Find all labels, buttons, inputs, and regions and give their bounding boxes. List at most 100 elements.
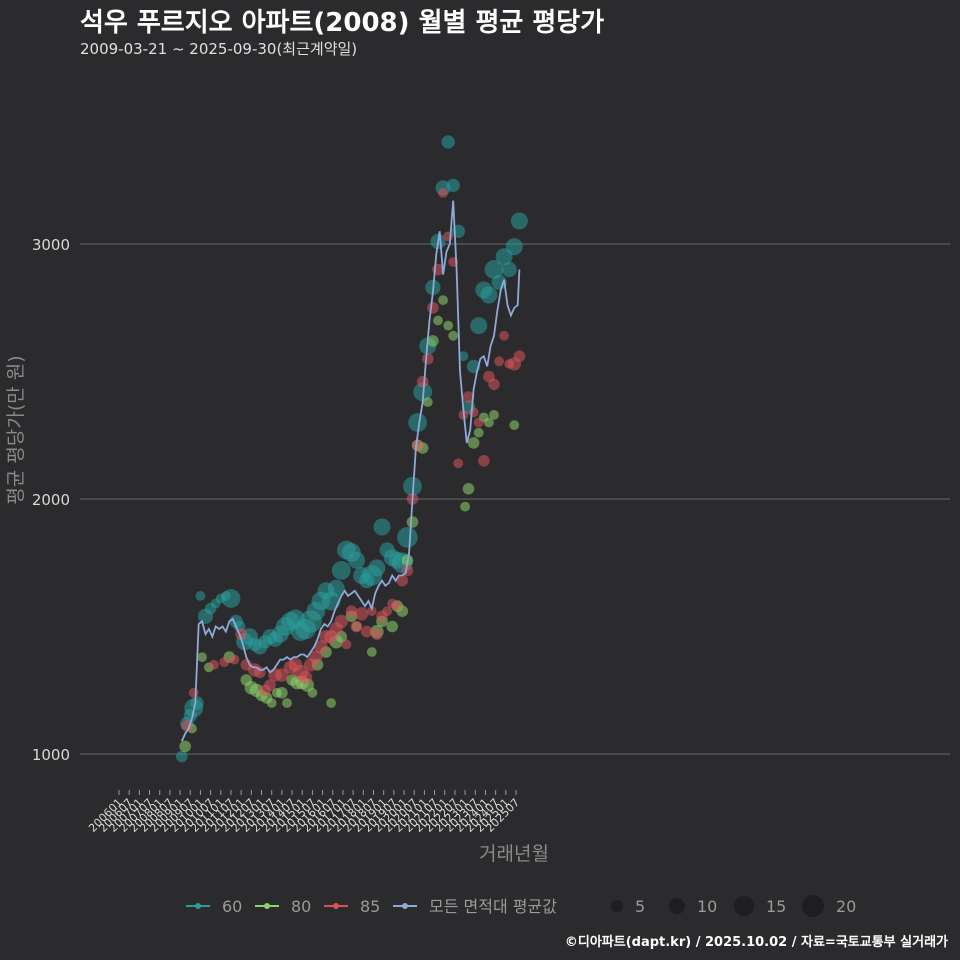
data-point-85 <box>392 601 403 611</box>
data-point-85 <box>275 668 289 682</box>
data-point-85 <box>494 356 504 367</box>
data-point-85 <box>219 657 230 668</box>
data-point-85 <box>411 439 424 452</box>
grid-lines <box>80 243 950 755</box>
data-point-85 <box>513 350 526 363</box>
data-point-85 <box>478 455 490 467</box>
data-point-60 <box>470 317 488 335</box>
data-point-85 <box>371 628 383 640</box>
data-point-60 <box>480 286 498 304</box>
y-tick-label: 2000 <box>32 491 70 509</box>
data-point-80 <box>427 335 439 347</box>
legend-size-label: 10 <box>697 897 717 916</box>
data-point-85 <box>314 640 328 654</box>
data-point-85 <box>345 605 358 617</box>
data-point-85 <box>499 330 509 341</box>
data-point-80 <box>276 687 288 699</box>
data-point-60 <box>484 260 504 279</box>
data-point-80 <box>462 483 475 495</box>
data-point-85 <box>468 407 479 418</box>
data-point-60 <box>510 212 528 230</box>
data-point-80 <box>484 417 494 428</box>
data-point-80 <box>443 320 454 331</box>
source-note: ©디아파트(dapt.kr) / 2025.10.02 / 자료=국토교통부 실… <box>564 935 948 950</box>
data-point-80 <box>179 740 191 753</box>
data-point-85 <box>229 654 240 665</box>
legend-label: 모든 면적대 평균값 <box>429 897 557 916</box>
data-point-60 <box>501 261 517 278</box>
data-point-85 <box>438 188 448 198</box>
data-point-60 <box>408 413 427 432</box>
data-point-85 <box>360 625 373 638</box>
legend-size-circle <box>669 898 685 914</box>
legend-size-circle <box>734 896 754 916</box>
legend: 60 80 85 모든 면적대 평균값 5 10 15 20 <box>186 895 856 917</box>
data-point-85 <box>453 458 464 469</box>
data-point-85 <box>473 417 484 428</box>
legend-label: 60 <box>222 897 242 916</box>
data-point-60 <box>327 579 345 597</box>
data-point-60 <box>446 178 460 193</box>
data-point-80 <box>433 315 443 326</box>
data-point-80 <box>509 420 520 430</box>
data-point-80 <box>307 687 318 698</box>
data-point-60 <box>441 135 455 149</box>
data-point-85 <box>366 606 377 617</box>
data-point-80 <box>467 437 480 449</box>
data-point-80 <box>438 295 448 305</box>
data-point-80 <box>282 698 292 708</box>
data-point-80 <box>197 652 208 662</box>
data-point-80 <box>266 698 277 708</box>
data-point-85 <box>298 670 313 685</box>
data-point-85 <box>416 375 429 388</box>
data-point-85 <box>264 679 276 691</box>
data-point-80 <box>460 501 470 512</box>
chart-title: 석우 푸르지오 아파트(2008) 월별 평균 평당가 <box>80 8 605 38</box>
legend-size-label: 5 <box>635 897 645 916</box>
data-point-60 <box>397 527 418 548</box>
data-point-60 <box>505 238 523 256</box>
data-point-60 <box>221 589 241 608</box>
data-point-80 <box>406 516 419 528</box>
data-point-85 <box>188 687 199 698</box>
legend-size-circle <box>802 895 824 917</box>
data-point-85 <box>209 659 219 670</box>
y-tick-labels: 1000 2000 3000 <box>32 236 70 764</box>
data-point-85 <box>488 378 500 391</box>
data-point-85 <box>350 620 363 633</box>
average-line <box>180 200 521 742</box>
data-point-85 <box>443 231 454 242</box>
data-point-85 <box>334 614 348 629</box>
data-point-60 <box>195 591 206 601</box>
legend-key-dot <box>264 903 270 909</box>
data-point-80 <box>366 647 377 657</box>
legend-key-dot <box>195 903 201 909</box>
legend-label: 85 <box>360 897 380 916</box>
data-point-60 <box>458 351 469 362</box>
scatter-points <box>176 135 528 763</box>
y-tick-label: 3000 <box>32 236 70 254</box>
legend-size-label: 20 <box>836 897 856 916</box>
data-point-85 <box>422 353 434 365</box>
legend-key-dot <box>402 903 408 909</box>
data-point-85 <box>427 302 439 314</box>
x-tick-labels: 2006012006072007012007072008012008072009… <box>86 790 522 835</box>
data-point-85 <box>462 391 475 403</box>
legend-size-label: 15 <box>766 897 786 916</box>
data-point-85 <box>396 574 409 587</box>
data-point-80 <box>422 397 433 407</box>
data-point-60 <box>368 559 386 577</box>
data-point-60 <box>190 696 204 710</box>
data-point-60 <box>176 750 188 763</box>
legend-label: 80 <box>291 897 311 916</box>
data-point-85 <box>309 650 323 664</box>
data-point-80 <box>326 698 336 708</box>
data-point-80 <box>473 427 484 438</box>
chart-subtitle: 2009-03-21 ~ 2025-09-30(최근계약일) <box>80 40 358 58</box>
average-line-path <box>180 200 521 742</box>
data-point-85 <box>382 606 392 617</box>
legend-size-circle <box>611 900 623 912</box>
data-point-60 <box>373 518 391 536</box>
data-point-60 <box>348 551 365 569</box>
